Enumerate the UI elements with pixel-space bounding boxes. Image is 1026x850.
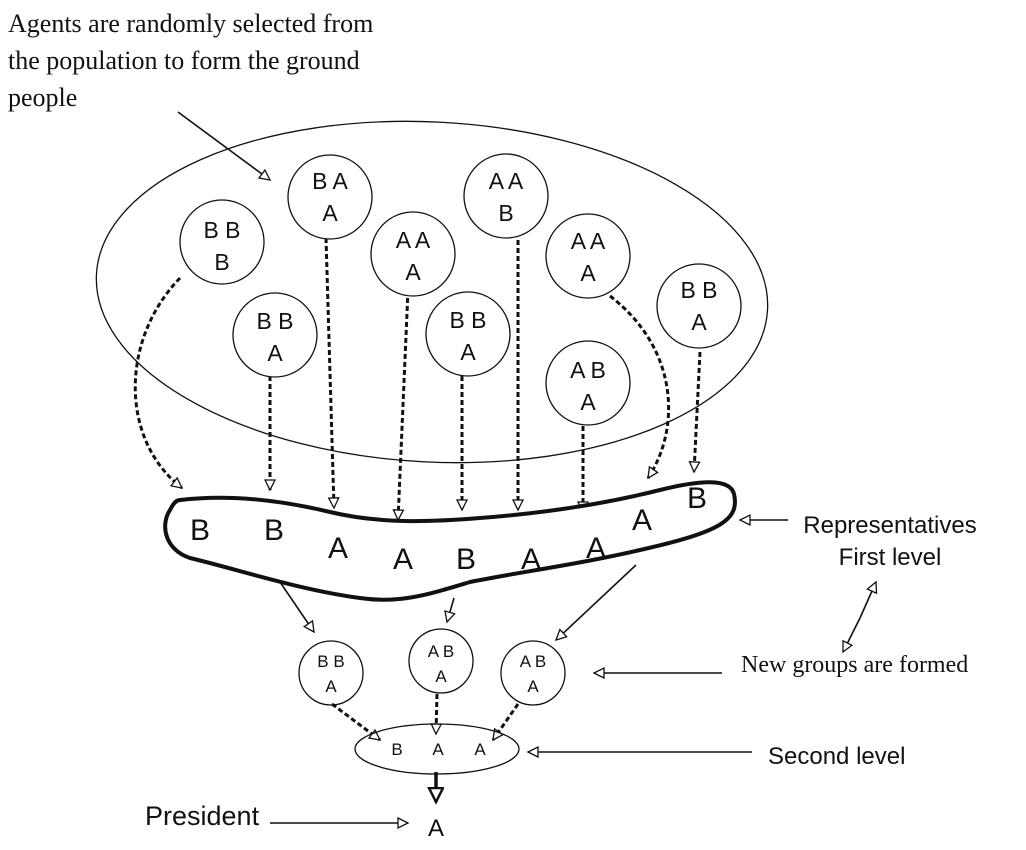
first-level-vote-2: B — [264, 514, 284, 547]
new-group-2-line1: A B — [428, 642, 454, 661]
president-vote: A — [428, 815, 444, 842]
ground-group-1-line1: B B — [203, 217, 240, 243]
first-level-vote-3: A — [328, 532, 348, 565]
ground-group-4: A A A — [370, 211, 456, 297]
ground-group-6-line1: A A — [489, 168, 524, 194]
ground-group-8-line2: A — [580, 389, 596, 415]
first-level-votes: B B A A B A A A B — [190, 482, 707, 576]
ground-group-9-line2: A — [691, 309, 707, 335]
ground-group-9-line1: B B — [680, 277, 717, 303]
first-level-vote-1: B — [190, 514, 210, 547]
to-new-group-1-arrow — [279, 581, 314, 632]
ground-group-1-line2: B — [214, 249, 229, 275]
ground-group-2: B A A — [287, 154, 373, 240]
new-group-1-line1: B B — [317, 652, 344, 671]
second-level-vote-1: B — [391, 740, 402, 759]
intro-text-line-3: people — [8, 83, 77, 112]
ground-group-3: B B A — [232, 292, 318, 378]
first-level-vote-7: A — [586, 532, 606, 565]
ground-group-9: B B A — [656, 263, 742, 349]
second-level-vote-2: A — [432, 740, 444, 759]
to-second-level-arrow-1 — [331, 702, 380, 742]
to-new-group-2-arrow — [447, 597, 454, 622]
ground-group-7-line2: A — [580, 260, 596, 286]
ground-group-8-line1: A B — [570, 357, 606, 383]
new-group-3-line1: A B — [520, 652, 546, 671]
ground-group-4-line1: A A — [396, 227, 431, 253]
ground-arrow-1 — [133, 276, 182, 490]
to-second-level-arrow-3 — [491, 703, 520, 740]
first-level-vote-8: A — [632, 504, 652, 537]
ground-group-5: B B A — [425, 291, 511, 377]
ground-group-2-line1: B A — [312, 168, 348, 194]
ground-arrow-8 — [609, 294, 670, 478]
intro-text-line-1: Agents are randomly selected from — [8, 9, 373, 38]
first-level-vote-9: B — [687, 482, 707, 515]
ground-arrow-9 — [694, 351, 702, 472]
ground-group-2-line2: A — [322, 200, 338, 226]
new-group-1-line2: A — [325, 677, 337, 696]
president-label: President — [145, 801, 260, 831]
ground-group-4-line2: A — [405, 259, 421, 285]
intro-text-line-2: the population to form the ground — [8, 46, 360, 75]
ground-group-6-line2: B — [498, 200, 513, 226]
first-level-vote-5: B — [456, 543, 476, 576]
ground-group-7-line1: A A — [571, 228, 606, 254]
ground-group-5-line1: B B — [449, 307, 486, 333]
to-second-level-arrow-2 — [436, 693, 437, 734]
intro-arrow — [177, 111, 270, 180]
new-group-2-line2: A — [435, 667, 447, 686]
to-new-group-3-arrow — [556, 564, 637, 640]
second-level-label: Second level — [768, 743, 905, 770]
new-group-1: B B A — [298, 640, 364, 706]
ground-group-1: B B B — [179, 199, 265, 285]
representatives-label-line-2: First level — [839, 544, 942, 571]
ground-group-3-line2: A — [267, 340, 283, 366]
representatives-label-line-1: Representatives — [803, 512, 976, 539]
ground-arrow-4 — [398, 289, 410, 520]
population-ellipse — [95, 120, 769, 464]
first-level-blob — [163, 480, 737, 602]
second-level-vote-3: A — [474, 740, 486, 759]
ground-group-5-line2: A — [460, 339, 476, 365]
ground-group-6: A A B — [463, 153, 549, 239]
new-group-3: A B A — [500, 640, 566, 706]
new-group-2: A B A — [408, 628, 474, 694]
link-arrow-down — [842, 617, 861, 652]
ground-group-7: A A A — [545, 213, 631, 299]
first-level-vote-4: A — [393, 543, 413, 576]
new-groups-label: New groups are formed — [741, 652, 968, 678]
ground-group-8: A B A — [545, 340, 631, 426]
ground-arrow-3 — [324, 237, 334, 508]
new-group-3-line2: A — [527, 677, 539, 696]
ground-group-3-line1: B B — [256, 308, 293, 334]
first-level-vote-6: A — [521, 543, 541, 576]
link-arrow-up — [859, 582, 876, 619]
